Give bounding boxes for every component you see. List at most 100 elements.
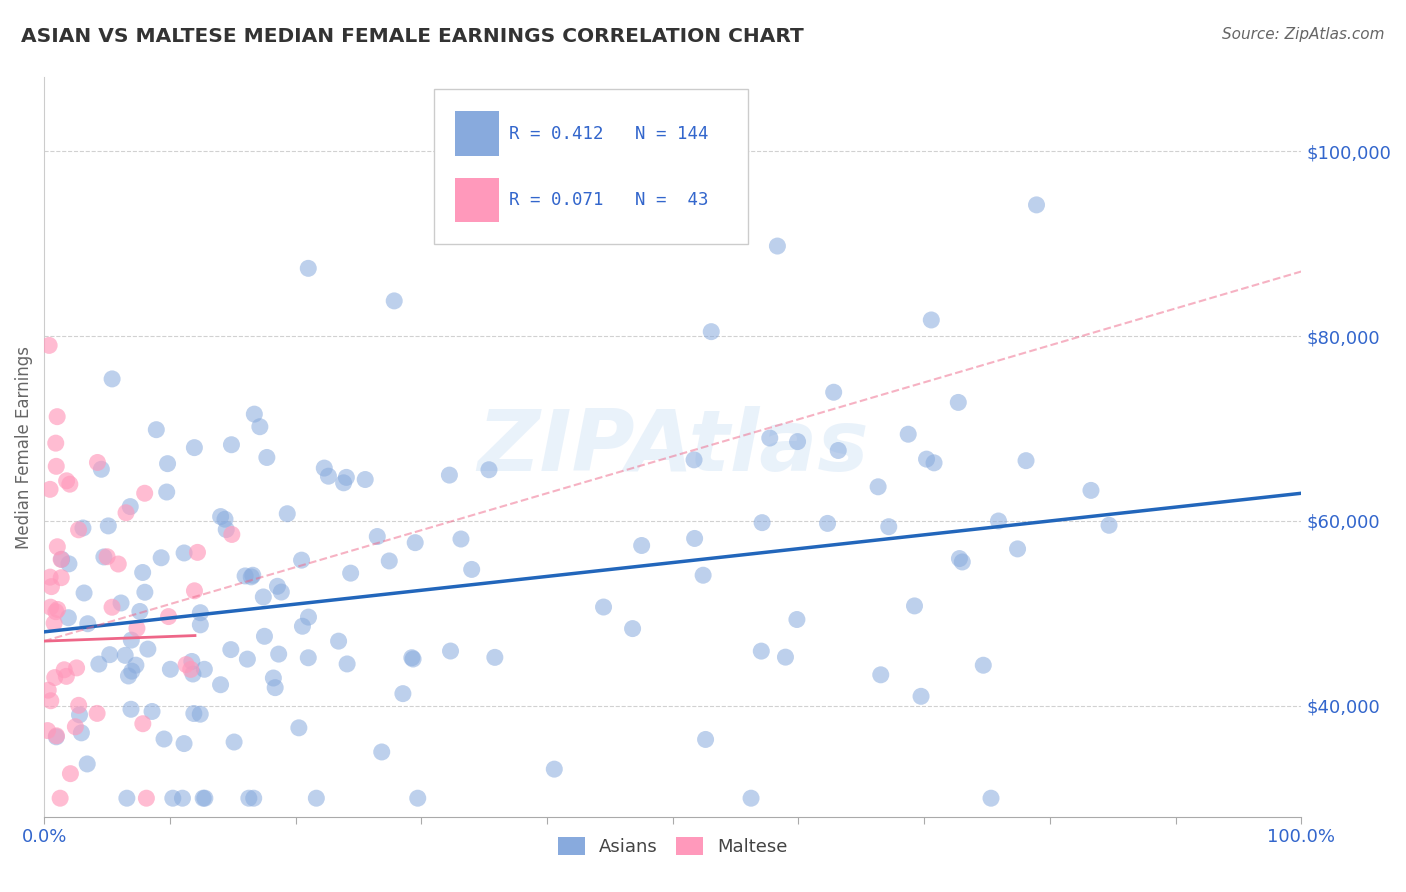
Point (297, 610, 319, 624)
Point (115, 791, 138, 805)
Point (58, 610, 80, 624)
Point (592, 600, 614, 615)
Point (240, 570, 263, 584)
Point (242, 791, 264, 805)
Point (107, 557, 129, 571)
Point (70, 726, 93, 740)
Point (101, 372, 124, 386)
Point (371, 745, 394, 759)
Point (1015, 453, 1038, 467)
Point (172, 791, 194, 805)
Point (120, 633, 142, 648)
Point (209, 678, 232, 692)
Point (188, 606, 211, 620)
Point (336, 657, 359, 671)
Point (877, 519, 900, 533)
Point (65, 720, 87, 734)
Point (252, 590, 274, 604)
Point (37, 723, 59, 738)
Point (73, 586, 96, 600)
Point (695, 732, 717, 747)
Point (186, 545, 208, 559)
Point (543, 762, 565, 776)
Point (134, 486, 156, 500)
Point (219, 642, 242, 657)
Point (922, 456, 945, 470)
Point (93, 549, 115, 564)
Point (786, 434, 808, 449)
Point (382, 293, 405, 308)
Point (128, 604, 150, 618)
Point (980, 791, 1002, 805)
Point (758, 431, 780, 445)
Point (478, 463, 501, 477)
Point (69, 707, 91, 722)
Point (401, 650, 423, 665)
Point (125, 621, 148, 635)
Point (87, 657, 110, 671)
Point (335, 470, 357, 484)
Point (683, 532, 706, 546)
Point (136, 642, 159, 657)
Point (392, 687, 415, 701)
Point (76, 616, 98, 631)
FancyBboxPatch shape (434, 88, 748, 244)
Point (766, 239, 789, 253)
Point (339, 566, 361, 581)
Point (823, 385, 845, 400)
Point (233, 569, 256, 583)
Point (868, 480, 890, 494)
Point (827, 443, 849, 458)
Point (58, 557, 80, 571)
Point (221, 438, 243, 452)
Point (236, 652, 259, 666)
Point (262, 671, 284, 685)
Legend: Asians, Maltese: Asians, Maltese (550, 830, 794, 863)
Point (242, 568, 264, 582)
Point (450, 532, 472, 546)
Point (328, 634, 350, 648)
Point (173, 546, 195, 560)
Point (948, 395, 970, 409)
Point (51, 552, 73, 566)
Point (117, 669, 139, 683)
Point (751, 516, 773, 530)
Point (150, 550, 173, 565)
Point (249, 419, 271, 434)
Point (49, 552, 72, 566)
Point (378, 554, 401, 568)
Point (484, 650, 506, 665)
Point (162, 791, 184, 805)
Bar (456, 112, 499, 156)
Point (1098, 518, 1121, 533)
Point (44, 671, 66, 685)
Point (256, 450, 278, 465)
Text: ZIPAtlas: ZIPAtlas (477, 406, 869, 489)
Point (67, 698, 90, 713)
Text: Source: ZipAtlas.com: Source: ZipAtlas.com (1222, 27, 1385, 42)
Point (115, 506, 138, 520)
Point (55, 669, 77, 683)
Point (97, 519, 120, 533)
Point (188, 707, 211, 722)
Point (45, 729, 67, 743)
Point (221, 527, 243, 541)
Point (145, 423, 167, 437)
Point (406, 791, 429, 805)
Point (181, 667, 204, 681)
Point (305, 791, 328, 805)
Point (173, 737, 195, 751)
Point (267, 647, 290, 661)
Point (188, 617, 211, 632)
Point (90, 462, 112, 476)
Point (366, 529, 388, 543)
Point (264, 681, 287, 695)
Point (314, 461, 336, 475)
Point (46, 540, 69, 554)
Point (141, 705, 163, 719)
Point (55, 474, 77, 488)
Point (157, 609, 180, 624)
Point (59, 477, 82, 491)
Point (683, 453, 706, 467)
Point (291, 619, 314, 633)
